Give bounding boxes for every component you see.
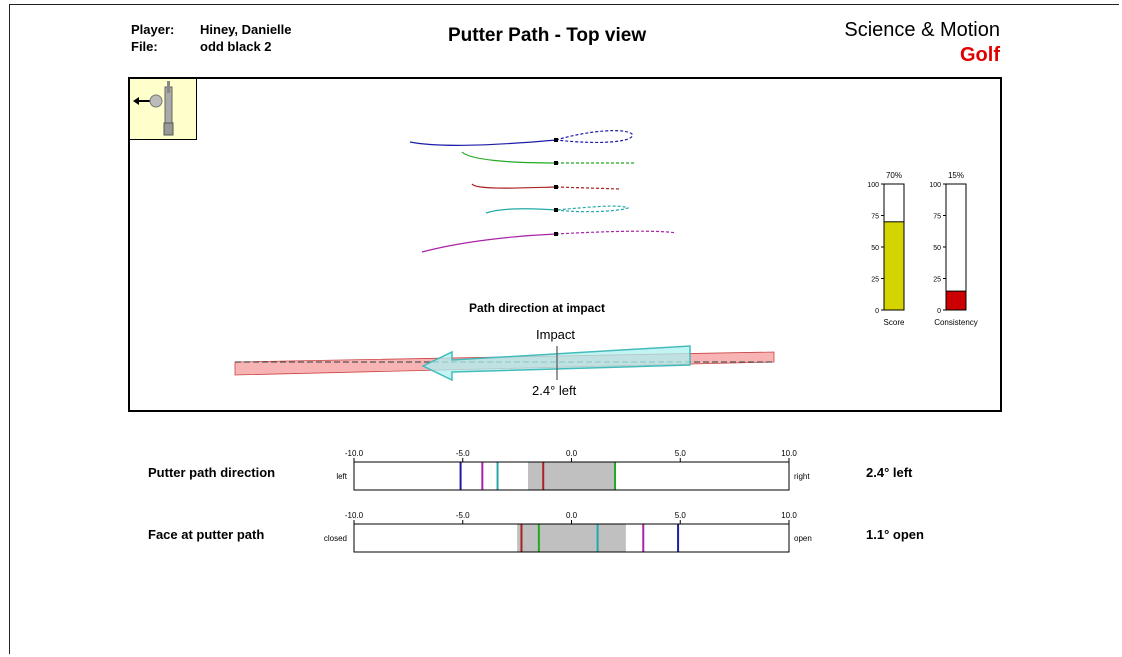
face-angle-result: 1.1° open: [866, 527, 924, 542]
path-direction-scale-left-label: left: [336, 472, 347, 481]
consistency-gauge-tick-label: 100: [929, 182, 941, 189]
consistency-gauge-tick-label: 25: [933, 277, 941, 284]
consistency-gauge-bar: [945, 290, 967, 311]
putter-icon-box: [130, 79, 197, 140]
path-direction-scale-tick-label: 0.0: [566, 449, 578, 458]
score-gauge-tick-label: 0: [875, 308, 879, 315]
stroke-trace-green: [461, 151, 636, 165]
consistency-gauge-title: Consistency: [934, 318, 978, 327]
stroke-trace-red: [471, 183, 621, 190]
impact-angle-label: 2.4° left: [532, 383, 577, 398]
face-angle-scale-left-label: closed: [324, 534, 347, 543]
face-angle-scale-tick-label: 10.0: [781, 511, 797, 520]
face-angle-scale-band: [517, 524, 626, 552]
path-direction-scale-tick-label: -10.0: [345, 449, 364, 458]
player-label: Player:: [131, 22, 175, 37]
stroke-trace-magenta: [421, 230, 677, 253]
score-gauge-tick-label: 50: [871, 245, 879, 252]
face-angle-row-label: Face at putter path: [148, 527, 265, 542]
consistency-gauge-value-label: 15%: [948, 171, 964, 180]
consistency-gauge-tick-label: 50: [933, 245, 941, 252]
file-value: odd black 2: [200, 39, 272, 54]
score-gauge-title: Score: [884, 318, 905, 327]
score-gauge-bar: [883, 221, 905, 311]
score-gauge-tick-label: 75: [871, 214, 879, 221]
face-angle-scale-tick-label: -10.0: [345, 511, 364, 520]
putter-path-panel: [128, 77, 1002, 412]
page-title: Putter Path - Top view: [448, 25, 647, 46]
brand-golf: Golf: [960, 44, 1000, 66]
score-gauge-tick-label: 100: [867, 182, 879, 189]
face-angle-scale-border: [353, 523, 790, 553]
path-direction-scale-tick-label: 10.0: [781, 449, 797, 458]
path-direction-scale-tick-label: 5.0: [675, 449, 687, 458]
path-direction-scale-right-label: right: [794, 472, 810, 481]
face-angle-scale-tick-label: -5.0: [456, 511, 470, 520]
impact-label: Impact: [536, 327, 576, 342]
player-value: Hiney, Danielle: [200, 22, 292, 37]
face-angle-scale-tick-label: 0.0: [566, 511, 578, 520]
consistency-gauge-tick-label: 0: [937, 308, 941, 315]
path-direction-result: 2.4° left: [866, 465, 913, 480]
brand-name: Science & Motion: [844, 19, 1000, 41]
file-label: File:: [131, 39, 158, 54]
face-angle-scale-tick-label: 5.0: [675, 511, 687, 520]
path-direction-title: Path direction at impact: [469, 301, 606, 315]
stroke-trace-teal: [485, 205, 630, 214]
face-angle-scale-right-label: open: [794, 534, 812, 543]
consistency-gauge-tick-label: 75: [933, 214, 941, 221]
path-direction-scale-border: [353, 461, 790, 491]
path-direction-scale-band: [528, 462, 615, 490]
score-gauge-tick-label: 25: [871, 277, 879, 284]
path-direction-scale-tick-label: -5.0: [456, 449, 470, 458]
putter-head-icon: [133, 81, 174, 136]
score-gauge-value-label: 70%: [886, 171, 902, 180]
stroke-trace-blue: [409, 130, 633, 146]
path-direction-diagram: [234, 345, 775, 382]
path-direction-row-label: Putter path direction: [148, 465, 276, 480]
report-frame: [9, 4, 1119, 654]
